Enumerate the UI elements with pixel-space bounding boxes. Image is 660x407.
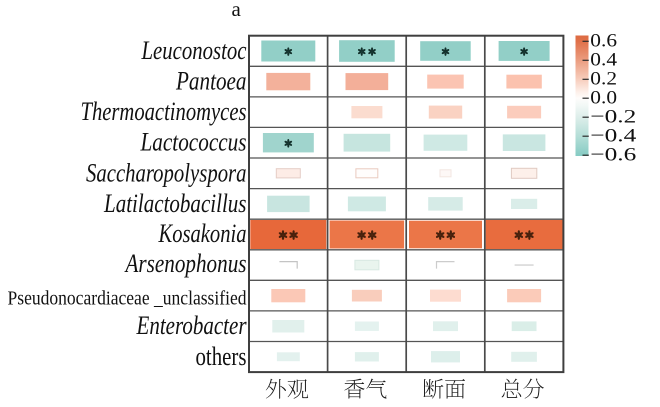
- svg-text:a: a: [232, 0, 242, 21]
- svg-text:Lactococcus: Lactococcus: [140, 128, 247, 157]
- svg-text:Saccharopolyspora: Saccharopolyspora: [86, 158, 247, 187]
- svg-text:Pantoea: Pantoea: [175, 67, 246, 96]
- svg-text:Thermoactinomyces: Thermoactinomyces: [81, 97, 247, 126]
- svg-text:Pseudonocardiaceae _unclassifi: Pseudonocardiaceae _unclassified: [8, 287, 247, 309]
- svg-text:−0.2: −0.2: [590, 106, 636, 127]
- svg-text:0.4: 0.4: [590, 50, 617, 71]
- svg-text:others: others: [196, 342, 247, 371]
- svg-text:Arsenophonus: Arsenophonus: [124, 249, 247, 278]
- svg-text:0.0: 0.0: [590, 87, 617, 108]
- svg-text:Latilactobacillus: Latilactobacillus: [103, 189, 246, 218]
- svg-text:Kosakonia: Kosakonia: [158, 219, 247, 248]
- svg-text:−0.6: −0.6: [590, 144, 636, 165]
- svg-text:0.6: 0.6: [590, 31, 617, 52]
- svg-text:−0.4: −0.4: [590, 125, 637, 146]
- svg-text:Leuconostoc: Leuconostoc: [141, 36, 247, 65]
- svg-text:0.2: 0.2: [590, 69, 617, 90]
- svg-text:Enterobacter: Enterobacter: [136, 311, 248, 340]
